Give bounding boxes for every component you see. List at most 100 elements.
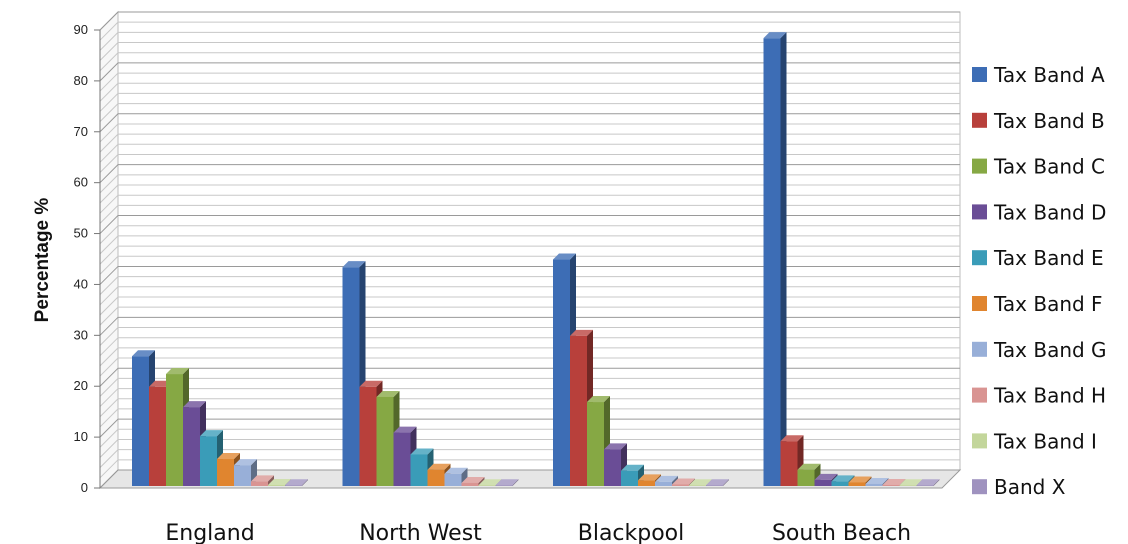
bar-front [865, 483, 883, 486]
bar-front [831, 481, 849, 486]
bar-front [689, 485, 706, 486]
y-axis-ticks: 0 10 20 30 40 50 60 70 80 90 [74, 22, 101, 495]
bar-top [251, 475, 274, 482]
legend-label: Tax Band G [993, 338, 1107, 362]
category-label: Blackpool [578, 521, 685, 544]
legend-entry: Band X [972, 475, 1066, 499]
bar-top [655, 475, 678, 482]
bar-top [848, 476, 872, 483]
legend-entry: Tax Band I [972, 429, 1097, 453]
bar-front [814, 479, 832, 486]
bar-front [234, 465, 251, 486]
bar-top [495, 479, 519, 486]
legend-label: Tax Band C [993, 155, 1105, 179]
bar-top [393, 426, 417, 433]
bar-front [149, 386, 166, 486]
bar [234, 459, 257, 486]
bar [251, 475, 274, 486]
bar-top [672, 478, 695, 485]
legend-swatch [972, 250, 987, 266]
bar-front [359, 386, 377, 486]
minor-gridline [99, 42, 960, 61]
bar-front [461, 482, 479, 486]
major-gridline [99, 316, 960, 336]
y-tick-label: 10 [74, 429, 88, 444]
y-tick-label: 80 [74, 73, 88, 88]
bar-front [268, 484, 285, 486]
minor-gridline [99, 428, 960, 448]
bar-front [587, 402, 604, 486]
minor-gridline [99, 438, 960, 458]
legend-swatch [972, 341, 987, 357]
y-tick-label: 50 [74, 226, 88, 241]
bar-front [706, 485, 723, 486]
minor-gridline [99, 377, 960, 397]
y-tick-label: 20 [74, 378, 88, 393]
bar-front [797, 469, 815, 486]
bar-front [882, 484, 900, 486]
major-gridline [99, 113, 960, 133]
bar-top [797, 463, 821, 470]
bar-side [302, 479, 308, 486]
minor-gridline [99, 459, 960, 479]
major-gridline [99, 367, 960, 387]
bar-top [621, 464, 644, 471]
bar [285, 479, 308, 486]
legend-entry: Tax Band C [972, 155, 1105, 179]
minor-gridline [99, 21, 960, 41]
y-tick-label: 70 [74, 124, 88, 139]
bar-front [410, 454, 428, 486]
y-tick-label: 0 [81, 480, 88, 495]
bar-top [899, 479, 923, 486]
legend-entry: Tax Band F [972, 292, 1103, 316]
legend: Tax Band A Tax Band B Tax Band C Tax Band D… [972, 63, 1107, 499]
minor-gridline [99, 72, 960, 92]
minor-gridline [99, 408, 960, 428]
minor-gridline [99, 449, 960, 468]
bar-top [763, 32, 787, 39]
bar-front [553, 259, 570, 486]
side-wall [99, 10, 119, 490]
bar-top [132, 350, 155, 357]
bar-front [763, 38, 781, 487]
bar-front [780, 441, 798, 486]
bar-top [882, 478, 906, 485]
minor-gridline [99, 255, 960, 275]
legend-label: Tax Band E [993, 246, 1104, 270]
category-label: North West [359, 521, 482, 544]
y-axis-title: Percentage % [32, 198, 53, 323]
bar-top [604, 443, 627, 450]
bar-top [461, 476, 485, 483]
minor-gridline [99, 92, 960, 112]
bar-top [183, 401, 206, 408]
legend-entry: Tax Band B [972, 109, 1105, 133]
minor-gridline [99, 235, 960, 255]
bar-top [570, 329, 593, 336]
bar-top [478, 479, 502, 486]
bar-top [376, 390, 400, 397]
legend-entry: Tax Band D [972, 200, 1106, 224]
bar-top [410, 448, 434, 455]
minor-gridline [99, 276, 960, 295]
minor-gridline [99, 103, 960, 122]
bar-front [638, 480, 655, 486]
major-gridline [99, 265, 960, 285]
legend-swatch [972, 479, 987, 495]
bar-top [706, 479, 729, 486]
major-gridline [99, 11, 960, 31]
minor-gridline [99, 174, 960, 194]
minor-gridline [99, 184, 960, 204]
bar-front [251, 481, 268, 486]
legend-label: Tax Band D [993, 200, 1106, 224]
bar-front [376, 396, 394, 486]
bar-top [427, 463, 451, 470]
legend-label: Tax Band I [993, 429, 1097, 453]
minor-gridline [99, 357, 960, 377]
bar [495, 479, 519, 486]
bar-front [132, 356, 149, 486]
minor-gridline [99, 398, 960, 418]
minor-gridline [99, 337, 960, 357]
minor-gridline [99, 225, 960, 245]
minor-gridline [99, 52, 960, 72]
bar-front [621, 470, 638, 486]
